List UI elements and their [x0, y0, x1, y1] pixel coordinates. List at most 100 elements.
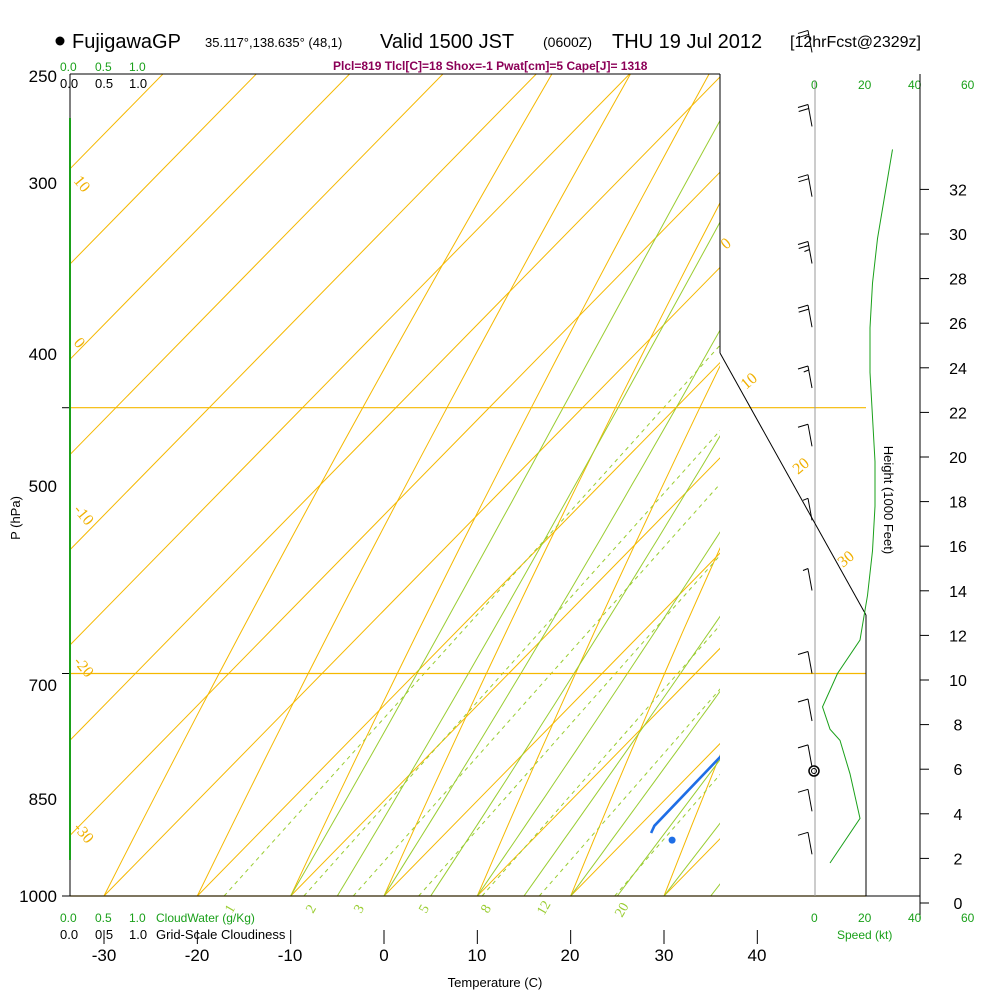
height-tick-label: 8	[954, 718, 963, 735]
mixing-ratio-line	[418, 554, 720, 896]
wind-barb	[797, 240, 813, 264]
temperature-tick-label: 10	[468, 946, 487, 965]
dry-adiabat-line	[944, 0, 1000, 896]
wind-barb-staff	[807, 568, 813, 591]
top-scale-cloudwater: 0.0 0.5 1.0	[60, 60, 146, 74]
mixing-ratio-label: 3	[351, 902, 367, 916]
wind-barb-half	[802, 497, 809, 501]
isotherm-line	[70, 74, 257, 265]
height-tick-label: 20	[949, 450, 967, 467]
height-tick-label: 32	[949, 182, 967, 199]
isotherm-line	[70, 74, 164, 170]
top-wind-tick: 60	[961, 78, 975, 92]
station-dot-icon	[55, 36, 65, 46]
wind-barb-flag	[797, 103, 809, 108]
isotherm-line	[476, 647, 720, 896]
mixing-ratio-label: 12	[534, 898, 554, 918]
isotherm-line	[70, 74, 631, 646]
isotherm-line	[70, 171, 720, 837]
dry-adiabat-line	[476, 364, 720, 896]
surface-dewpoint-point	[668, 836, 676, 844]
wind-barb-staff	[807, 241, 813, 264]
pressure-tick-label: 300	[29, 174, 57, 193]
speed-tick: 20	[858, 911, 872, 925]
station-coords: 35.117°,138.635° (48,1)	[205, 35, 342, 50]
wind-barb-staff	[807, 424, 813, 447]
height-tick-label: 14	[949, 584, 967, 601]
lcl-marker-inner	[811, 768, 817, 774]
pressure-tick-label: 850	[29, 790, 57, 809]
pressure-axis: 250 300 400 500 700 850 1000 P (hPa)	[8, 67, 57, 906]
isotherm-line	[70, 74, 351, 361]
top-green-tick: 1.0	[129, 60, 146, 74]
moist-adiabat-line	[570, 690, 720, 896]
isotherm-line	[851, 0, 1000, 896]
wind-barb-half	[803, 369, 809, 373]
surface-temperature-point	[747, 836, 756, 845]
wind-barb-staff	[807, 789, 813, 812]
wind-barb	[797, 651, 813, 674]
wind-barb-half	[802, 568, 809, 571]
cloudiness-label: Grid-Scale Cloudiness	[156, 927, 286, 942]
wind-barb-staff	[807, 498, 813, 521]
wind-barb-flag	[798, 244, 809, 249]
temperature-axis: -30 -20 -10 0 10 20 30 40 Temperature (C…	[92, 930, 766, 990]
isotherm-line	[70, 74, 537, 551]
dry-adiabat-line	[757, 0, 1000, 896]
bottom-green-tick: 1.0	[129, 911, 146, 925]
bottom-scale-cloudiness: 0.0 0.5 1.0 Grid-Scale Cloudiness	[60, 927, 286, 942]
wind-barb-flag	[797, 698, 809, 703]
valid-time: Valid 1500 JST	[380, 31, 514, 53]
grid-labels: 10 0 -10 -20 -30 0 10 20 30 1 2 3 5 8 12…	[70, 173, 858, 920]
wind-barb-staff	[807, 365, 813, 389]
isotherm-line	[383, 552, 720, 896]
wind-barb-flag	[797, 240, 809, 245]
speed-label: Speed (kt)	[837, 928, 892, 942]
dry-adiabat-line	[196, 74, 632, 896]
wind-barb-staff	[807, 104, 813, 127]
mixing-ratio-line	[303, 429, 720, 896]
height-tick-label: 24	[949, 361, 967, 378]
bottom-black-tick: 0.5	[95, 927, 113, 942]
pressure-tick-label: 250	[29, 67, 57, 86]
isotherm-line	[196, 361, 720, 896]
temperature-tick-label: -30	[92, 946, 117, 965]
bottom-black-tick: 0.0	[60, 927, 78, 942]
wind-barb-half	[804, 249, 810, 252]
wind-barb-staff	[807, 174, 813, 197]
top-green-tick: 0.5	[95, 60, 112, 74]
background-grid	[70, 0, 1000, 896]
adiabat-label: 20	[790, 455, 813, 478]
speed-tick: 0	[811, 911, 818, 925]
wind-barb	[797, 174, 813, 197]
wind-barb-flag	[797, 365, 809, 370]
wind-barb	[797, 831, 813, 855]
isotherm-line	[570, 742, 720, 896]
height-tick-label: 26	[949, 316, 967, 333]
wind-barb-flag	[798, 107, 809, 112]
height-tick-label: 22	[949, 405, 967, 422]
moist-adiabat-line	[523, 615, 720, 896]
wind-barbs	[797, 29, 813, 855]
station-name: FujigawaGP	[72, 31, 181, 53]
wind-barb-flag	[798, 33, 809, 38]
height-tick-label: 6	[954, 762, 963, 779]
top-black-tick: 1.0	[129, 76, 147, 91]
mixing-ratio-label: 2	[303, 902, 319, 916]
temperature-axis-title: Temperature (C)	[448, 975, 543, 990]
height-axis-title: Height (1000 Feet)	[881, 446, 896, 554]
wind-barb-flag	[797, 304, 809, 309]
speed-tick: 40	[908, 911, 922, 925]
moist-adiabat-line	[430, 435, 720, 896]
parcel-line	[890, 0, 1000, 623]
top-wind-tick: 20	[858, 78, 872, 92]
top-green-tick: 0.0	[60, 60, 77, 74]
bottom-green-tick: 0.5	[95, 911, 112, 925]
height-tick-label: 10	[949, 673, 967, 690]
wind-barb-staff	[807, 651, 813, 674]
isotherm-line	[290, 457, 720, 896]
height-axis: Height (1000 Feet) 024681012141618202224…	[881, 182, 967, 913]
isotherm-label: 10	[70, 173, 93, 196]
height-tick-label: 16	[949, 539, 967, 556]
wind-barb	[797, 365, 813, 389]
